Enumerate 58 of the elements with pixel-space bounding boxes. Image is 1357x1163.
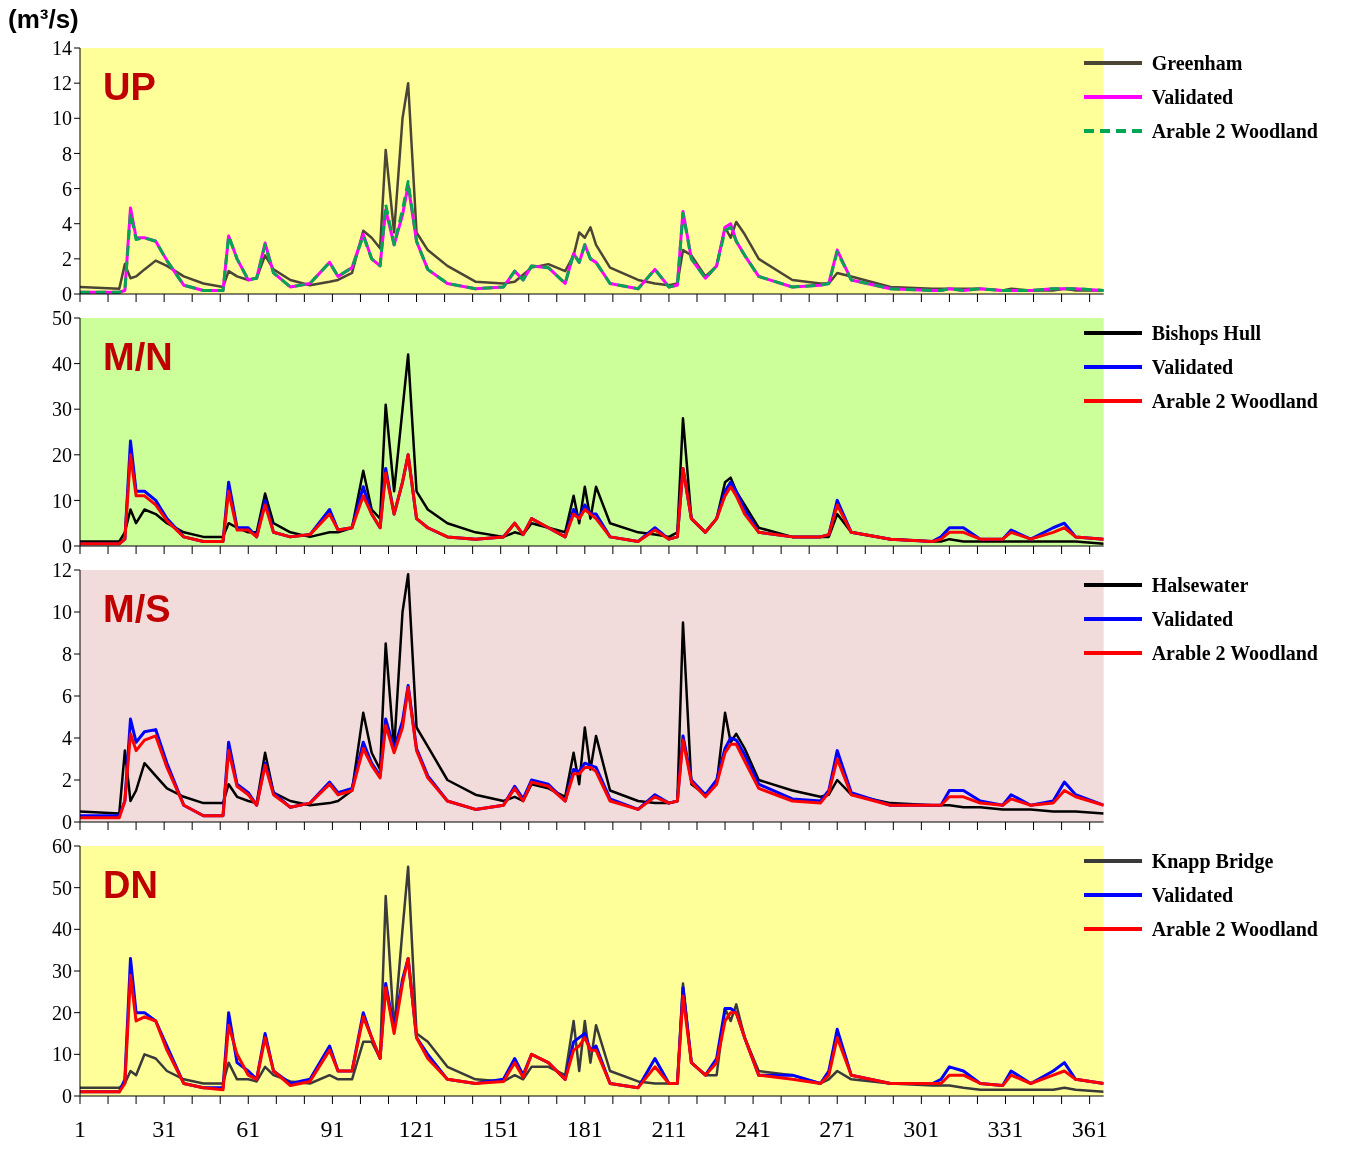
- x-tick-label: 61: [236, 1116, 261, 1143]
- y-tick-label: 8: [62, 142, 72, 165]
- y-tick-label: 6: [62, 177, 72, 200]
- x-tick-label: 181: [566, 1116, 603, 1143]
- y-tick-label: 0: [62, 811, 72, 834]
- y-tick-label: 40: [52, 352, 72, 375]
- y-tick-label: 2: [62, 769, 72, 792]
- x-tick-label: 331: [987, 1116, 1024, 1143]
- annotation: M/S: [103, 588, 171, 631]
- x-tick-label: 271: [819, 1116, 856, 1143]
- y-tick-label: 0: [62, 1085, 72, 1108]
- legend-label: Halsewater: [1151, 573, 1249, 597]
- legend-label: Greenham: [1151, 51, 1243, 75]
- annotation: DN: [103, 864, 158, 907]
- y-axis-title: (m³/s): [8, 4, 79, 35]
- y-tick-label: 4: [62, 212, 72, 235]
- y-tick-label: 6: [62, 685, 72, 708]
- y-tick-label: 50: [52, 307, 72, 330]
- legend-label: Arable 2 Woodland: [1151, 389, 1318, 413]
- x-tick-label: 1: [74, 1116, 86, 1143]
- x-tick-label: 361: [1071, 1116, 1108, 1143]
- y-tick-label: 10: [52, 1043, 72, 1066]
- legend-label: Validated: [1151, 883, 1234, 907]
- y-tick-label: 10: [52, 489, 72, 512]
- legend-label: Arable 2 Woodland: [1151, 917, 1318, 941]
- y-tick-label: 4: [62, 727, 72, 750]
- legend-label: Knapp Bridge: [1151, 849, 1274, 873]
- y-tick-label: 10: [52, 601, 72, 624]
- y-tick-label: 30: [52, 398, 72, 421]
- x-tick-label: 121: [398, 1116, 435, 1143]
- annotation: M/N: [103, 336, 173, 379]
- legend-label: Arable 2 Woodland: [1151, 641, 1318, 665]
- legend-label: Validated: [1151, 607, 1234, 631]
- x-tick-label: 241: [735, 1116, 772, 1143]
- y-tick-label: 12: [52, 559, 72, 582]
- y-tick-label: 10: [52, 107, 72, 130]
- legend-label: Bishops Hull: [1151, 321, 1262, 345]
- y-tick-label: 30: [52, 960, 72, 983]
- y-tick-label: 20: [52, 443, 72, 466]
- y-tick-label: 50: [52, 876, 72, 899]
- x-tick-label: 91: [320, 1116, 345, 1143]
- x-tick-label: 301: [903, 1116, 940, 1143]
- y-tick-label: 12: [52, 72, 72, 95]
- legend-label: Validated: [1151, 85, 1234, 109]
- y-tick-label: 20: [52, 1001, 72, 1024]
- y-tick-label: 2: [62, 247, 72, 270]
- x-tick-label: 151: [482, 1116, 519, 1143]
- y-tick-label: 60: [52, 835, 72, 858]
- legend-label: Arable 2 Woodland: [1151, 119, 1318, 143]
- y-tick-label: 40: [52, 918, 72, 941]
- legend-label: Validated: [1151, 355, 1234, 379]
- annotation: UP: [103, 66, 156, 109]
- y-tick-label: 14: [52, 37, 72, 60]
- y-tick-label: 8: [62, 643, 72, 666]
- x-tick-label: 211: [651, 1116, 687, 1143]
- x-tick-label: 31: [152, 1116, 177, 1143]
- y-tick-label: 0: [62, 283, 72, 306]
- y-tick-label: 0: [62, 535, 72, 558]
